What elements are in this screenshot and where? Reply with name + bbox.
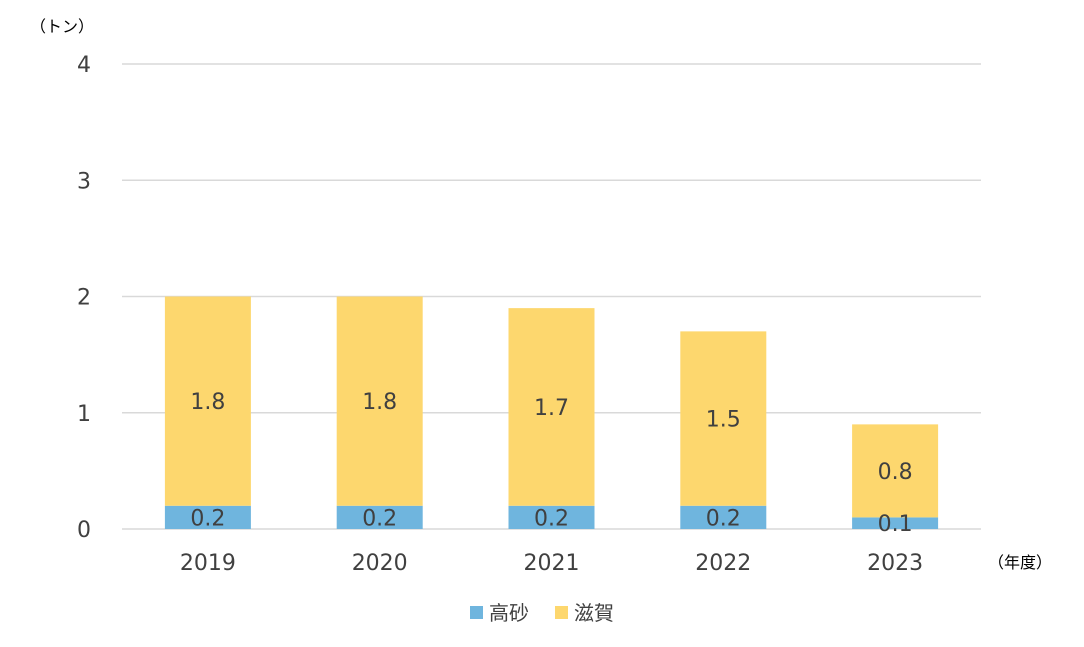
y-unit-label: （トン） [30,17,94,36]
data-label-2021-series-1: 1.7 [534,396,569,421]
x-tick-label: 2021 [524,551,580,576]
y-tick-label: 4 [77,53,91,78]
bar-2023-series-1 [852,424,939,518]
bar-2019-series-0 [164,505,251,529]
y-tick-label: 1 [77,402,91,427]
bar-2022-series-0 [680,505,767,529]
bar-2019-series-1 [164,296,251,506]
y-axis: （トン） 0 1 2 3 4 [30,17,94,543]
y-tick-label: 2 [77,286,91,311]
legend-swatch [470,606,483,619]
bar-2022-series-1 [680,331,767,506]
y-tick-label: 0 [77,518,91,543]
bar-2021-series-0 [508,505,595,529]
x-tick-label: 2022 [695,551,751,576]
legend-item-0: 高砂 [470,601,529,625]
bar-2020-series-0 [336,505,423,529]
legend-label: 高砂 [489,601,529,625]
data-label-2020-series-0: 0.2 [362,506,397,531]
bar-2020-series-1 [336,296,423,506]
data-label-2022-series-0: 0.2 [706,506,741,531]
data-label-2022-series-1: 1.5 [706,408,741,433]
x-tick-label: 2020 [352,551,408,576]
data-label-2021-series-0: 0.2 [534,506,569,531]
x-tick-label: 2023 [867,551,923,576]
data-labels: 0.2 1.8 0.2 1.8 0.2 1.7 0.2 1.5 0.1 0.8 [190,390,912,537]
data-label-2019-series-0: 0.2 [190,506,225,531]
x-unit-label: （年度） [988,553,1052,572]
y-tick-label: 3 [77,169,91,194]
bar-2021-series-1 [508,308,595,506]
data-label-2023-series-1: 0.8 [878,460,913,485]
gridlines [122,63,981,530]
x-axis: （年度） 2019 2020 2021 2022 2023 [180,551,1052,576]
legend-item-1: 滋賀 [555,601,614,625]
legend-label: 滋賀 [574,601,614,625]
bar-2023-series-0 [852,517,939,529]
bars [164,296,939,529]
data-label-2023-series-0: 0.1 [878,512,913,537]
data-label-2020-series-1: 1.8 [362,390,397,415]
legend-swatch [555,606,568,619]
x-tick-label: 2019 [180,551,236,576]
legend: 高砂 滋賀 [470,601,614,625]
data-label-2019-series-1: 1.8 [190,390,225,415]
